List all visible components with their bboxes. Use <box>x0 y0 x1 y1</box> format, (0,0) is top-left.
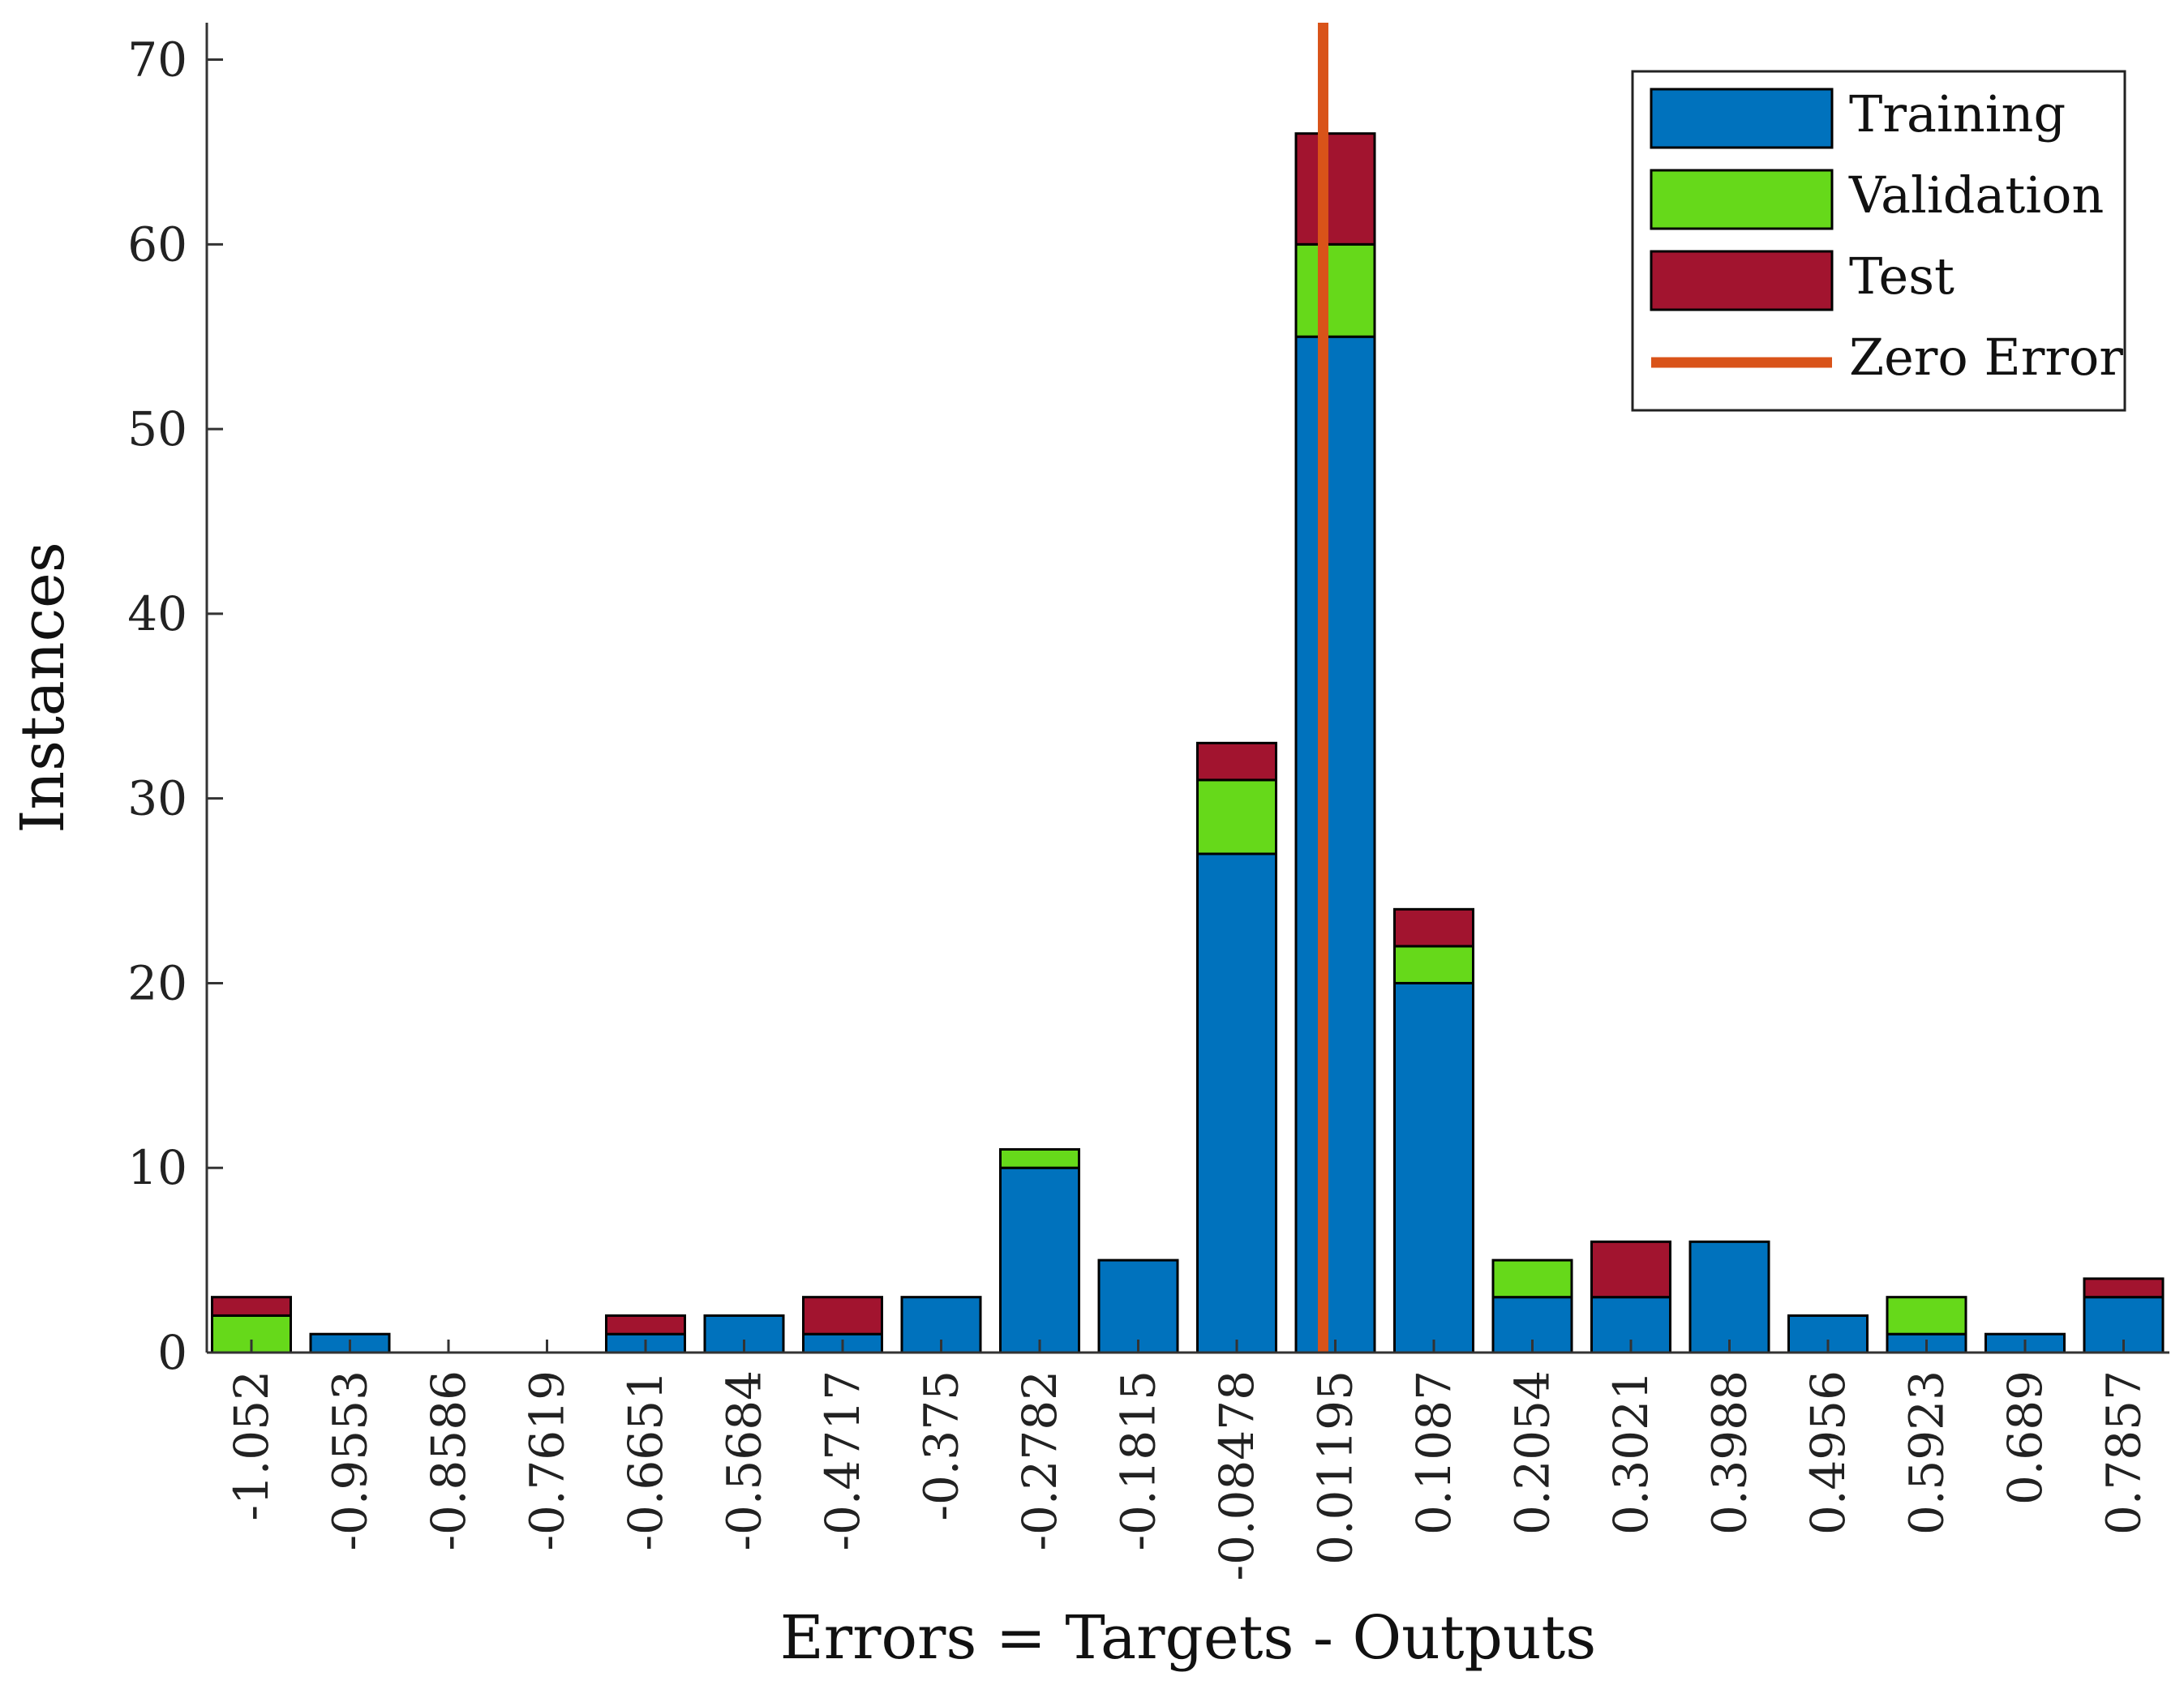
x-tick-label-11: 0.01195 <box>1308 1370 1363 1565</box>
bar-training-8 <box>999 1166 1080 1354</box>
x-tick-label-3: -0.7619 <box>520 1370 575 1551</box>
bar-training-11 <box>1294 335 1376 1354</box>
x-ticks-layer: -1.052 -0.9553 -0.8586 -0.7619 -0.6651 -0.568… <box>224 1340 2152 1580</box>
bar-test-14 <box>1590 1240 1671 1299</box>
bar-training-10 <box>1196 852 1277 1354</box>
legend-entry-test: Test <box>1650 247 1954 311</box>
legend-entry-validation: Validation <box>1650 165 2104 230</box>
y-tick-label-60: 60 <box>127 217 187 272</box>
bar-training-15 <box>1688 1240 1770 1354</box>
x-tick-label-2: -0.8586 <box>421 1370 476 1551</box>
x-tick-label-12: 0.1087 <box>1406 1370 1461 1535</box>
legend-swatch-validation <box>1650 169 1834 230</box>
x-tick-label-4: -0.6651 <box>618 1370 673 1551</box>
x-tick-label-10: -0.08478 <box>1209 1370 1264 1580</box>
bar-test-10 <box>1196 741 1277 782</box>
bar-validation-8 <box>999 1147 1080 1169</box>
bar-test-4 <box>605 1314 686 1336</box>
bar-validation-13 <box>1491 1258 1573 1299</box>
bar-test-19 <box>2083 1277 2165 1299</box>
y-tick-label-50: 50 <box>127 401 187 457</box>
y-tick-label-10: 10 <box>127 1140 187 1195</box>
x-tick-label-9: -0.1815 <box>1111 1370 1166 1551</box>
bar-validation-17 <box>1886 1296 1967 1336</box>
legend-swatch-test <box>1650 250 1834 311</box>
x-tick-label-5: -0.5684 <box>717 1370 772 1551</box>
legend-box <box>1631 70 2126 412</box>
x-axis-title: Errors = Targets - Outputs <box>780 1603 1597 1673</box>
x-tick-label-18: 0.689 <box>1997 1370 2053 1505</box>
legend-entry-zero-error: Zero Error <box>1651 328 2123 387</box>
legend-label-test: Test <box>1849 247 1954 306</box>
x-tick-label-6: -0.4717 <box>815 1370 870 1551</box>
y-tick-label-70: 70 <box>127 32 187 88</box>
legend-label-training: Training <box>1849 84 2066 144</box>
x-tick-label-1: -0.9553 <box>323 1370 378 1551</box>
y-ticks-layer: 0 10 20 30 40 50 60 70 <box>127 32 223 1380</box>
bar-validation-10 <box>1196 778 1277 855</box>
legend-label-zero-error: Zero Error <box>1849 328 2123 387</box>
bar-training-9 <box>1097 1258 1179 1354</box>
y-tick-label-0: 0 <box>157 1325 187 1380</box>
legend: Training Validation Test Zero Error <box>1631 70 2126 412</box>
x-tick-label-17: 0.5923 <box>1899 1370 1954 1535</box>
x-tick-label-0: -1.052 <box>224 1370 279 1521</box>
bar-test-6 <box>802 1296 883 1336</box>
y-tick-label-40: 40 <box>127 586 187 641</box>
x-tick-label-8: -0.2782 <box>1012 1370 1067 1551</box>
bar-training-12 <box>1393 981 1474 1354</box>
x-tick-label-19: 0.7857 <box>2096 1370 2152 1535</box>
bar-validation-12 <box>1393 945 1474 984</box>
legend-swatch-training <box>1650 88 1834 149</box>
y-tick-label-30: 30 <box>127 771 187 826</box>
x-tick-label-14: 0.3021 <box>1603 1370 1658 1535</box>
y-tick-label-20: 20 <box>127 955 187 1010</box>
y-axis-title: Instances <box>8 542 78 834</box>
x-tick-label-7: -0.375 <box>914 1370 969 1521</box>
bars-layer <box>211 132 2165 1354</box>
x-tick-label-13: 0.2054 <box>1505 1370 1560 1535</box>
bar-test-11 <box>1294 132 1376 246</box>
bar-validation-11 <box>1294 242 1376 338</box>
x-tick-label-15: 0.3988 <box>1702 1370 1757 1535</box>
legend-entry-training: Training <box>1650 84 2066 149</box>
bar-test-0 <box>211 1296 292 1317</box>
bar-test-12 <box>1393 907 1474 948</box>
x-tick-label-16: 0.4956 <box>1800 1370 1856 1535</box>
legend-label-validation: Validation <box>1848 165 2104 225</box>
